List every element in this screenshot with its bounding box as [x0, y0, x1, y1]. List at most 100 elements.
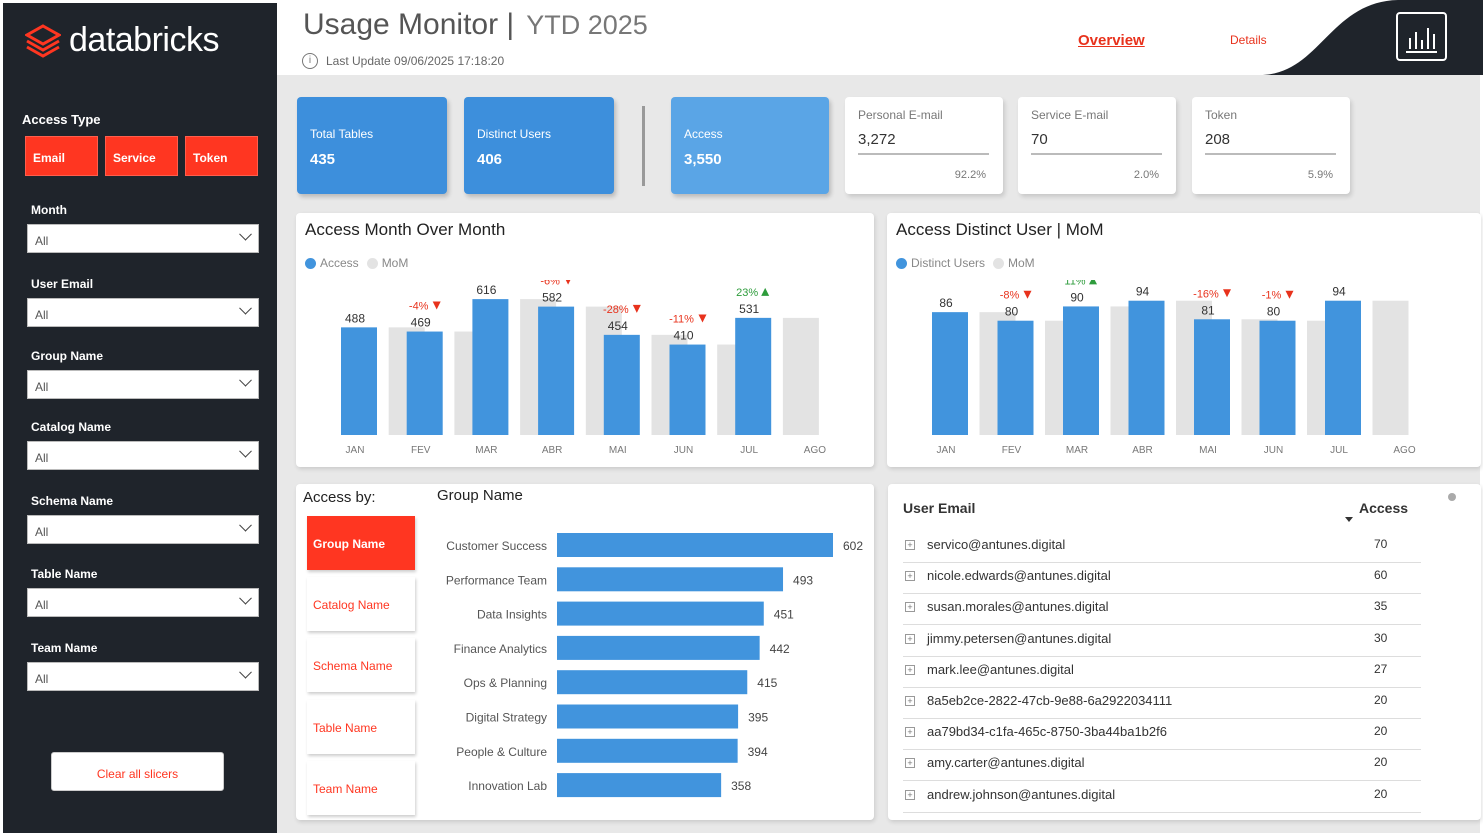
brand-name: databricks	[69, 21, 219, 59]
data-label: 493	[793, 573, 813, 587]
x-tick-label: MAR	[475, 445, 497, 456]
access-type-email-button[interactable]: Email	[25, 136, 98, 176]
data-label: 80	[1005, 305, 1019, 319]
table-row[interactable]: + mark.lee@antunes.digital 27	[903, 657, 1421, 688]
access-type-token-button[interactable]: Token	[185, 136, 258, 176]
access-count-cell: 27	[1374, 661, 1388, 676]
access-by-team-name-button[interactable]: Team Name	[307, 761, 415, 815]
month-dropdown[interactable]: All	[27, 224, 259, 253]
access-by-table-name-button[interactable]: Table Name	[307, 700, 415, 754]
group-bar	[557, 670, 748, 695]
arrow-up-icon	[761, 287, 770, 296]
access-by-group-name-button[interactable]: Group Name	[307, 516, 415, 570]
access-by-catalog-name-button[interactable]: Catalog Name	[307, 577, 415, 631]
table-row[interactable]: + nicole.edwards@antunes.digital 60	[903, 563, 1421, 595]
value-bar	[997, 320, 1034, 435]
table-row[interactable]: + susan.morales@antunes.digital 35	[903, 594, 1421, 626]
last-update-text: Last Update 09/06/2025 17:18:20	[326, 54, 505, 68]
access-type-service-button[interactable]: Service	[105, 136, 178, 176]
arrow-down-icon	[1023, 290, 1032, 299]
mom-pct-label: 4%	[1133, 280, 1149, 282]
x-tick-label: JUL	[740, 445, 758, 456]
catalog-name-dropdown[interactable]: All	[27, 441, 259, 470]
data-label: 531	[739, 302, 759, 316]
expand-icon[interactable]: +	[905, 727, 915, 738]
mom-pct-label: -8%	[1000, 290, 1020, 302]
chevron-down-icon	[239, 227, 252, 241]
data-label: 602	[843, 539, 863, 553]
kpi-personal-value: 3,272	[858, 131, 896, 148]
x-tick-label: JUN	[674, 445, 693, 456]
mom-pct-label: -28%	[603, 304, 629, 316]
kpi-divider	[642, 106, 645, 186]
legend-dot-mom	[366, 257, 378, 269]
table-row[interactable]: + jimmy.petersen@antunes.digital 30	[903, 626, 1421, 657]
bar-chart-icon[interactable]	[1396, 12, 1447, 61]
table-row[interactable]: + andrew.johnson@antunes.digital 20	[903, 782, 1421, 813]
data-label: 451	[774, 608, 794, 622]
kpi-divider-line	[858, 153, 989, 155]
chevron-down-icon	[239, 444, 252, 458]
expand-icon[interactable]: +	[905, 664, 915, 675]
mom-pct-label: 23%	[736, 287, 758, 299]
x-tick-label: ABR	[542, 445, 563, 456]
mom-pct-label: -11%	[669, 314, 694, 326]
expand-icon[interactable]: +	[905, 789, 915, 800]
arrow-down-icon	[1223, 289, 1231, 298]
expand-icon[interactable]: +	[905, 758, 915, 769]
user-email-cell: amy.carter@antunes.digital	[927, 755, 1085, 771]
kpi-distinct-users-label: Distinct Users	[477, 127, 552, 141]
schema-name-dropdown[interactable]: All	[27, 515, 259, 544]
data-label: 358	[731, 779, 751, 793]
legend-distinct-users: Distinct Users	[911, 256, 986, 270]
col-header-user-email[interactable]: User Email	[903, 500, 976, 516]
access-count-cell: 35	[1374, 599, 1388, 614]
scroll-indicator-icon[interactable]	[1448, 493, 1456, 501]
expand-icon[interactable]: +	[905, 602, 915, 613]
table-name-dropdown[interactable]: All	[27, 588, 259, 617]
mom-pct-label: -6%	[540, 280, 560, 288]
schema-name-dropdown-value: All	[35, 525, 49, 539]
legend-access: Access	[320, 256, 359, 270]
sort-desc-icon[interactable]	[1345, 517, 1353, 522]
col-header-access[interactable]: Access	[1359, 500, 1409, 516]
access-by-label: Access by:	[303, 489, 376, 506]
team-name-dropdown-value: All	[35, 672, 49, 686]
chevron-down-icon	[239, 373, 252, 387]
legend-dot-mom	[993, 257, 1005, 269]
group-bar	[557, 738, 738, 763]
group-name-dropdown-value: All	[35, 380, 49, 394]
distinct-user-mom-chart: 86 JAN 80 -8% FEV 90 11% MAR 94 4% ABR 81 -16% MAI 80 -…	[932, 280, 1416, 456]
user-email-cell: aa79bd34-c1fa-465c-8750-3ba44ba1b2f6	[927, 724, 1167, 740]
user-email-cell: susan.morales@antunes.digital	[927, 599, 1109, 615]
kpi-token: Token 208 5.9%	[1192, 97, 1350, 194]
nav-details-link[interactable]: Details	[1230, 33, 1267, 47]
kpi-service-label: Service E-mail	[1031, 108, 1109, 122]
table-row[interactable]: + aa79bd34-c1fa-465c-8750-3ba44ba1b2f6 20	[903, 719, 1421, 751]
table-row[interactable]: + servico@antunes.digital 70	[903, 532, 1421, 563]
access-by-schema-name-button[interactable]: Schema Name	[307, 638, 415, 692]
chevron-down-icon	[239, 518, 252, 532]
value-bar	[932, 312, 968, 435]
clear-all-slicers-button[interactable]: Clear all slicers	[51, 752, 224, 791]
data-label: 94	[1136, 285, 1150, 299]
expand-icon[interactable]: +	[905, 633, 915, 644]
x-tick-label: JAN	[937, 445, 956, 456]
value-bar	[472, 299, 509, 435]
data-label: 469	[411, 316, 431, 330]
mom-pct-label: -1%	[1262, 290, 1282, 302]
y-tick-label: Performance Team	[446, 573, 547, 587]
table-row[interactable]: + amy.carter@antunes.digital 20	[903, 750, 1421, 782]
nav-overview-link[interactable]: Overview	[1078, 32, 1145, 49]
user-email-table-panel	[888, 484, 1481, 820]
expand-icon[interactable]: +	[905, 571, 915, 582]
access-count-cell: 60	[1374, 568, 1388, 583]
kpi-access-value: 3,550	[684, 151, 722, 168]
expand-icon[interactable]: +	[905, 696, 915, 706]
expand-icon[interactable]: +	[905, 540, 915, 550]
team-name-dropdown[interactable]: All	[27, 662, 259, 691]
table-row[interactable]: +8a5eb2ce-2822-47cb-9e88-6a2922034111 20	[903, 688, 1421, 719]
group-name-dropdown[interactable]: All	[27, 370, 259, 399]
user-email-dropdown[interactable]: All	[27, 298, 259, 327]
info-icon[interactable]: i	[302, 53, 318, 69]
